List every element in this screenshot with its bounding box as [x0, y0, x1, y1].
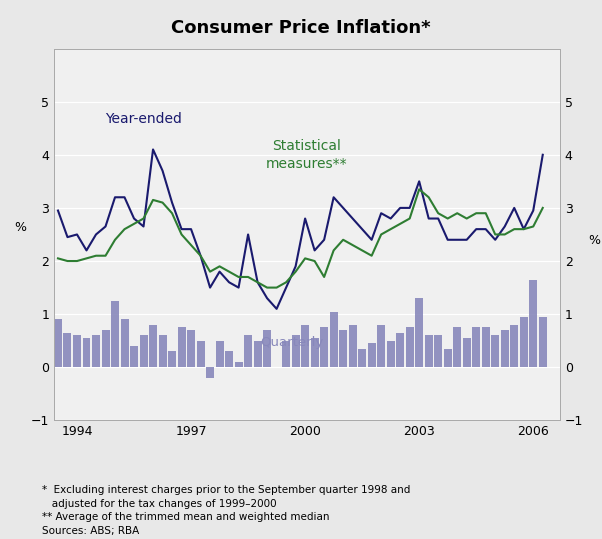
Bar	[311, 338, 318, 367]
Bar	[291, 335, 300, 367]
Bar	[520, 317, 528, 367]
Bar	[424, 335, 433, 367]
Bar	[396, 333, 404, 367]
Bar	[253, 341, 262, 367]
Bar	[206, 367, 214, 378]
Bar	[282, 341, 290, 367]
Bar	[216, 341, 223, 367]
Text: Consumer Price Inflation*: Consumer Price Inflation*	[171, 19, 431, 37]
Bar	[197, 341, 205, 367]
Bar	[406, 328, 414, 367]
Bar	[349, 325, 356, 367]
Bar	[92, 335, 100, 367]
Bar	[453, 328, 461, 367]
Bar	[501, 330, 509, 367]
Bar	[102, 330, 110, 367]
Text: Statistical
measures**: Statistical measures**	[266, 139, 348, 170]
Bar	[111, 301, 119, 367]
Bar	[377, 325, 385, 367]
Bar	[463, 338, 471, 367]
Bar	[415, 298, 423, 367]
Y-axis label: %: %	[14, 222, 26, 234]
Text: Year-ended: Year-ended	[105, 112, 182, 126]
Bar	[368, 343, 376, 367]
Bar	[510, 325, 518, 367]
Bar	[330, 312, 338, 367]
Bar	[225, 351, 233, 367]
Text: adjusted for the tax changes of 1999–2000: adjusted for the tax changes of 1999–200…	[42, 499, 277, 509]
Bar	[158, 335, 167, 367]
Bar	[168, 351, 176, 367]
Bar	[244, 335, 252, 367]
Bar	[178, 328, 185, 367]
Bar	[529, 280, 537, 367]
Bar	[444, 349, 452, 367]
Bar	[358, 349, 366, 367]
Bar	[149, 325, 157, 367]
Text: Sources: ABS; RBA: Sources: ABS; RBA	[42, 526, 140, 536]
Bar	[140, 335, 147, 367]
Bar	[120, 320, 128, 367]
Bar	[482, 328, 489, 367]
Bar	[386, 341, 395, 367]
Bar	[263, 330, 271, 367]
Bar	[187, 330, 195, 367]
Bar	[320, 328, 328, 367]
Y-axis label: %: %	[588, 234, 600, 247]
Bar	[472, 328, 480, 367]
Bar	[235, 362, 243, 367]
Bar	[54, 320, 62, 367]
Bar	[491, 335, 499, 367]
Text: ** Average of the trimmed mean and weighted median: ** Average of the trimmed mean and weigh…	[42, 512, 330, 522]
Bar	[73, 335, 81, 367]
Bar	[539, 317, 547, 367]
Bar	[301, 325, 309, 367]
Bar	[339, 330, 347, 367]
Bar	[63, 333, 72, 367]
Bar	[82, 338, 90, 367]
Text: Quarterly: Quarterly	[260, 336, 323, 349]
Bar	[434, 335, 442, 367]
Text: *  Excluding interest charges prior to the September quarter 1998 and: * Excluding interest charges prior to th…	[42, 485, 411, 495]
Bar	[130, 346, 138, 367]
